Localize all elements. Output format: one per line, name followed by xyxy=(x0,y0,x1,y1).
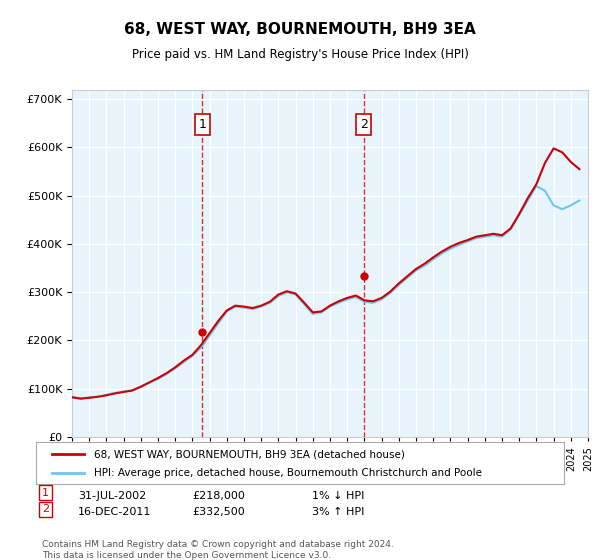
Text: £218,000: £218,000 xyxy=(192,491,245,501)
Text: 3% ↑ HPI: 3% ↑ HPI xyxy=(312,507,364,517)
Text: HPI: Average price, detached house, Bournemouth Christchurch and Poole: HPI: Average price, detached house, Bour… xyxy=(94,468,482,478)
Text: Price paid vs. HM Land Registry's House Price Index (HPI): Price paid vs. HM Land Registry's House … xyxy=(131,48,469,60)
Text: 31-JUL-2002: 31-JUL-2002 xyxy=(78,491,146,501)
Text: 2: 2 xyxy=(42,505,49,515)
Text: 2: 2 xyxy=(360,118,368,131)
Text: Contains HM Land Registry data © Crown copyright and database right 2024.
This d: Contains HM Land Registry data © Crown c… xyxy=(42,540,394,560)
Text: 1: 1 xyxy=(199,118,206,131)
Text: 68, WEST WAY, BOURNEMOUTH, BH9 3EA: 68, WEST WAY, BOURNEMOUTH, BH9 3EA xyxy=(124,22,476,38)
Text: 1: 1 xyxy=(42,488,49,498)
Text: £332,500: £332,500 xyxy=(192,507,245,517)
Text: 1% ↓ HPI: 1% ↓ HPI xyxy=(312,491,364,501)
Text: 16-DEC-2011: 16-DEC-2011 xyxy=(78,507,151,517)
Text: 68, WEST WAY, BOURNEMOUTH, BH9 3EA (detached house): 68, WEST WAY, BOURNEMOUTH, BH9 3EA (deta… xyxy=(94,449,405,459)
